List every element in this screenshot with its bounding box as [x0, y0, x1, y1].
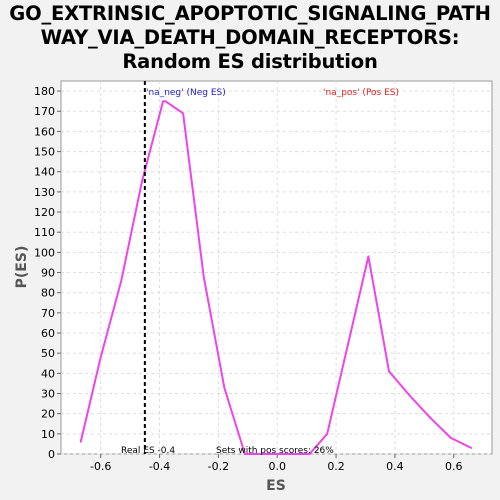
data-point: [164, 100, 167, 102]
y-tick-label: 40: [41, 367, 55, 380]
x-tick-label: 0.4: [386, 460, 404, 473]
data-point: [450, 437, 452, 439]
y-tick-label: 130: [34, 186, 55, 199]
y-axis-ticks: 0 10 20 30 40 50 60 70 80 90 100 110 120 130 140 150 160…: [34, 85, 61, 461]
y-tick-label: 150: [34, 146, 55, 159]
y-tick-label: 110: [34, 226, 55, 239]
x-tick-label: -0.2: [208, 460, 229, 473]
y-axis-label: P(ES): [14, 246, 30, 289]
y-tick-label: 90: [41, 267, 55, 280]
grid-lines: [61, 81, 492, 455]
chart-title-line-3: Random ES distribution: [122, 50, 378, 73]
y-tick-label: 180: [34, 85, 55, 98]
data-point: [326, 433, 329, 435]
pos-es-annotation: 'na_pos' (Pos ES): [323, 88, 399, 98]
y-tick-label: 140: [34, 166, 55, 179]
data-point: [347, 344, 349, 346]
y-tick-label: 70: [41, 307, 55, 320]
data-point: [429, 416, 432, 419]
data-point: [141, 181, 143, 183]
data-point: [264, 453, 267, 455]
pos-scores-annotation: Sets with pos scores: 26%: [216, 446, 334, 456]
data-point: [182, 112, 184, 115]
data-point: [162, 100, 164, 102]
x-tick-label: -0.4: [149, 460, 170, 473]
x-axis-label: ES: [266, 478, 286, 494]
plot-area: [60, 80, 493, 455]
y-tick-label: 120: [34, 206, 55, 219]
data-point: [367, 255, 370, 258]
data-point: [99, 356, 102, 359]
y-tick-label: 30: [41, 388, 55, 401]
data-point: [79, 441, 82, 443]
data-point: [308, 453, 311, 455]
x-axis-ticks: -0.6 -0.4 -0.2 0.0 0.2 0.4 0.6: [90, 454, 463, 473]
y-tick-label: 50: [41, 347, 55, 360]
chart-title-line-1: GO_EXTRINSIC_APOPTOTIC_SIGNALING_PATH: [9, 2, 491, 25]
series-layer: [79, 100, 473, 455]
x-tick-label: 0.0: [268, 460, 286, 473]
y-tick-label: 10: [41, 428, 55, 441]
data-point: [470, 447, 473, 449]
neg-es-annotation: 'na_neg' (Neg ES): [146, 88, 226, 98]
data-point: [244, 453, 246, 455]
data-point: [120, 279, 123, 282]
x-tick-label: 0.2: [327, 460, 345, 473]
y-tick-label: 80: [41, 287, 55, 300]
y-tick-label: 160: [34, 125, 55, 138]
real-es-annotation: Real ES -0.4: [121, 446, 175, 456]
x-tick-label: -0.6: [90, 460, 111, 473]
data-point: [388, 370, 390, 373]
data-point: [288, 453, 290, 455]
y-tick-label: 100: [34, 246, 55, 259]
data-point: [202, 275, 205, 278]
y-tick-label: 170: [34, 105, 55, 118]
x-tick-label: 0.6: [445, 460, 463, 473]
chart-title: GO_EXTRINSIC_APOPTOTIC_SIGNALING_PATH WA…: [0, 2, 500, 74]
data-point: [408, 394, 411, 397]
data-point: [223, 386, 226, 389]
chart-title-line-2: WAY_VIA_DEATH_DOMAIN_RECEPTORS:: [40, 26, 460, 49]
y-tick-label: 60: [41, 327, 55, 340]
y-tick-label: 0: [48, 448, 55, 461]
y-tick-label: 20: [41, 408, 55, 421]
